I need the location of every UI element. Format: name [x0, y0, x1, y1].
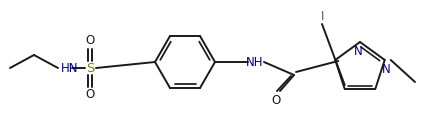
- Text: I: I: [321, 10, 325, 24]
- Text: O: O: [85, 34, 95, 48]
- Text: NH: NH: [246, 56, 264, 68]
- Text: HN: HN: [61, 62, 78, 76]
- Text: S: S: [86, 62, 94, 74]
- Text: O: O: [271, 94, 281, 108]
- Text: N: N: [382, 63, 391, 76]
- Text: N: N: [354, 45, 362, 58]
- Text: O: O: [85, 88, 95, 102]
